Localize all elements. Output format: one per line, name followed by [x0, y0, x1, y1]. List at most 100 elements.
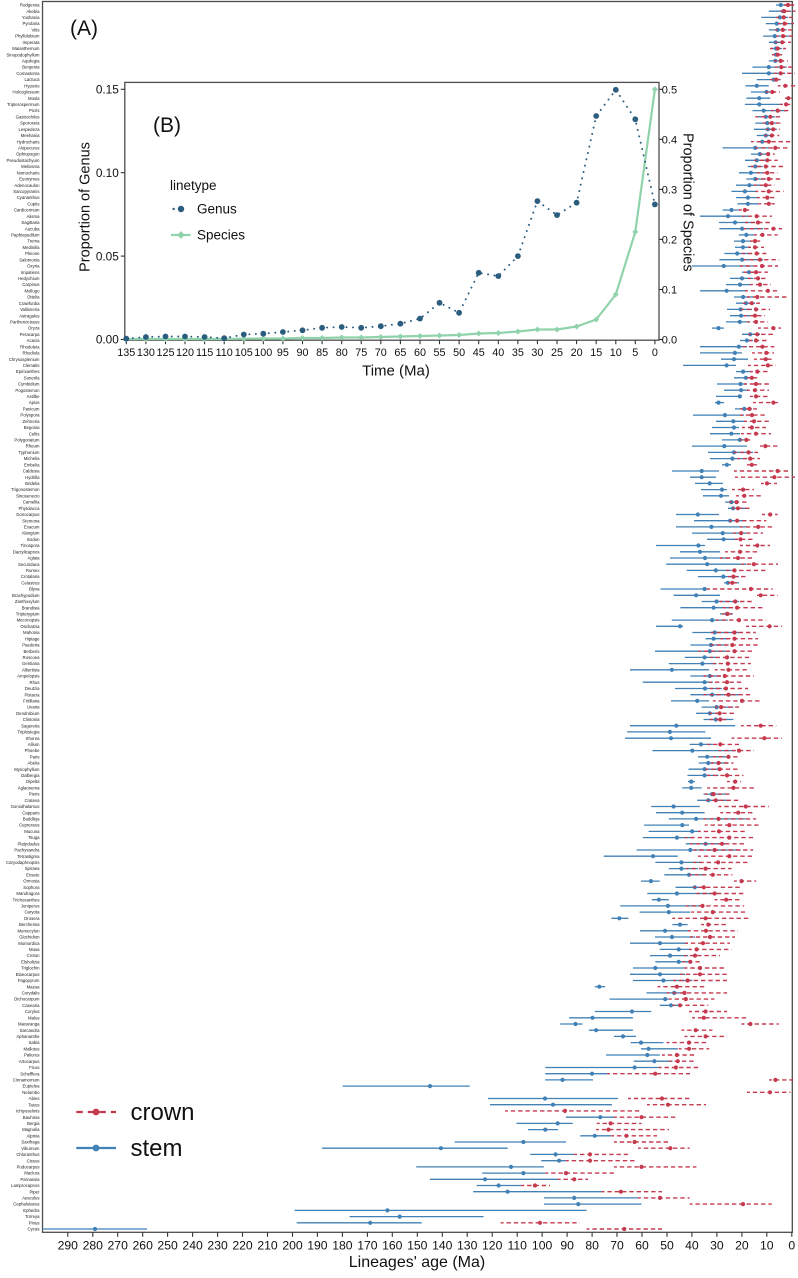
svg-text:Sageretia: Sageretia — [21, 723, 40, 728]
svg-text:Berchemia: Berchemia — [19, 922, 40, 927]
svg-text:Pleione: Pleione — [25, 251, 40, 256]
svg-text:Maianthemum: Maianthemum — [12, 46, 40, 51]
svg-text:Lespedeza: Lespedeza — [18, 127, 40, 132]
svg-text:Pinus: Pinus — [29, 1220, 40, 1225]
svg-text:Cissus: Cissus — [27, 1158, 40, 1163]
svg-text:Euptelea: Euptelea — [23, 1084, 41, 1089]
svg-text:Carpinus: Carpinus — [22, 282, 39, 287]
svg-text:Ormosia: Ormosia — [23, 879, 40, 884]
svg-text:0.5: 0.5 — [662, 85, 677, 97]
svg-text:125: 125 — [156, 347, 174, 359]
svg-text:Vitis: Vitis — [31, 28, 39, 33]
svg-text:Rumex: Rumex — [26, 568, 40, 573]
svg-text:Sonerila: Sonerila — [24, 375, 40, 380]
svg-text:100: 100 — [254, 347, 272, 359]
svg-text:Lactuca: Lactuca — [24, 77, 40, 82]
svg-text:110: 110 — [507, 1239, 527, 1253]
svg-text:130: 130 — [457, 1239, 478, 1253]
svg-text:Deutzia: Deutzia — [25, 686, 40, 691]
svg-text:Sagittaria: Sagittaria — [21, 220, 40, 225]
svg-text:Alisma: Alisma — [27, 214, 41, 219]
svg-text:Maesa: Maesa — [27, 984, 41, 989]
svg-text:Aglaonema: Aglaonema — [18, 786, 40, 791]
svg-text:Cardiocrinum: Cardiocrinum — [14, 208, 40, 213]
svg-text:Clintonia: Clintonia — [23, 717, 40, 722]
svg-text:Phyllolobium: Phyllolobium — [15, 34, 40, 39]
svg-text:Hypoxis: Hypoxis — [24, 83, 39, 88]
svg-text:50: 50 — [453, 347, 465, 359]
svg-text:Clematis: Clematis — [23, 363, 40, 368]
svg-text:Taxus: Taxus — [28, 1102, 39, 1107]
svg-text:Apios: Apios — [29, 400, 40, 405]
svg-text:Camellia: Camellia — [23, 500, 40, 505]
svg-text:280: 280 — [83, 1239, 104, 1253]
svg-text:Glochidion: Glochidion — [19, 935, 40, 940]
svg-text:Crateva: Crateva — [24, 798, 40, 803]
svg-text:Celtis: Celtis — [29, 431, 40, 436]
svg-text:Genus: Genus — [197, 202, 237, 217]
svg-text:Schefflera: Schefflera — [20, 1071, 40, 1076]
svg-text:0.4: 0.4 — [662, 135, 677, 147]
svg-text:Drosera: Drosera — [24, 916, 40, 921]
svg-text:Exacum: Exacum — [24, 525, 40, 530]
svg-text:Dalbergia: Dalbergia — [21, 773, 40, 778]
svg-text:25: 25 — [551, 347, 563, 359]
svg-text:Acacia: Acacia — [27, 338, 41, 343]
svg-text:Pieris: Pieris — [29, 792, 40, 797]
svg-text:230: 230 — [207, 1239, 228, 1253]
svg-text:Viburnum: Viburnum — [21, 1146, 40, 1151]
svg-text:Zehneria: Zehneria — [23, 419, 41, 424]
svg-text:Platycladus: Platycladus — [18, 841, 40, 846]
svg-text:Michelia: Michelia — [24, 456, 40, 461]
svg-text:290: 290 — [58, 1239, 79, 1253]
svg-text:Ichtyoselmis: Ichtyoselmis — [16, 1109, 40, 1114]
svg-text:(A): (A) — [70, 17, 98, 40]
svg-text:Begonia: Begonia — [24, 425, 40, 430]
svg-text:Croton: Croton — [27, 953, 41, 958]
svg-text:30: 30 — [710, 1239, 724, 1253]
svg-text:Blyxa: Blyxa — [29, 587, 40, 592]
svg-text:Cinnamomum: Cinnamomum — [13, 1078, 40, 1083]
svg-text:Mahonia: Mahonia — [23, 630, 40, 635]
svg-text:Rodgersia: Rodgersia — [20, 3, 40, 8]
svg-text:60: 60 — [414, 347, 426, 359]
svg-text:70: 70 — [375, 347, 387, 359]
svg-text:Securidaca: Securidaca — [18, 562, 40, 567]
svg-text:Sarcandra: Sarcandra — [20, 1028, 40, 1033]
svg-text:Adenocaulon: Adenocaulon — [14, 183, 40, 188]
svg-text:110: 110 — [216, 347, 233, 359]
svg-text:70: 70 — [610, 1239, 624, 1253]
svg-text:Shorea: Shorea — [26, 736, 40, 741]
svg-text:0.05: 0.05 — [96, 249, 119, 263]
svg-text:Caryota: Caryota — [24, 910, 40, 915]
svg-text:Medinilla: Medinilla — [23, 245, 41, 250]
svg-text:Sinosenecio: Sinosenecio — [16, 493, 40, 498]
svg-text:15: 15 — [590, 347, 602, 359]
svg-text:0.1: 0.1 — [662, 285, 677, 297]
svg-text:Podocarpus: Podocarpus — [17, 1165, 40, 1170]
svg-text:Dactylicapnos: Dactylicapnos — [13, 549, 40, 554]
svg-text:Trema: Trema — [27, 239, 40, 244]
svg-text:Malus: Malus — [28, 1015, 39, 1020]
svg-text:Casearia: Casearia — [22, 1003, 40, 1008]
svg-text:Nelumbo: Nelumbo — [22, 1090, 40, 1095]
svg-text:35: 35 — [512, 347, 524, 359]
svg-text:270: 270 — [108, 1239, 129, 1253]
svg-text:180: 180 — [332, 1239, 353, 1253]
svg-text:Nomocharis: Nomocharis — [17, 170, 40, 175]
svg-text:Elaeocarpus: Elaeocarpus — [16, 972, 40, 977]
svg-text:Elsholtzia: Elsholtzia — [21, 959, 40, 964]
svg-text:Abelia: Abelia — [28, 761, 41, 766]
svg-text:Parnassia: Parnassia — [20, 1177, 40, 1182]
svg-text:Musa: Musa — [29, 947, 40, 952]
svg-text:105: 105 — [235, 347, 253, 359]
svg-text:Berberis: Berberis — [23, 649, 39, 654]
svg-text:55: 55 — [433, 347, 445, 359]
svg-text:40: 40 — [492, 347, 504, 359]
svg-text:20: 20 — [735, 1239, 749, 1253]
svg-text:0: 0 — [788, 1239, 795, 1253]
svg-text:130: 130 — [137, 347, 155, 359]
svg-text:Torreya: Torreya — [25, 1214, 40, 1219]
svg-text:Comastoma: Comastoma — [16, 71, 40, 76]
svg-text:Bridelia: Bridelia — [25, 481, 40, 486]
